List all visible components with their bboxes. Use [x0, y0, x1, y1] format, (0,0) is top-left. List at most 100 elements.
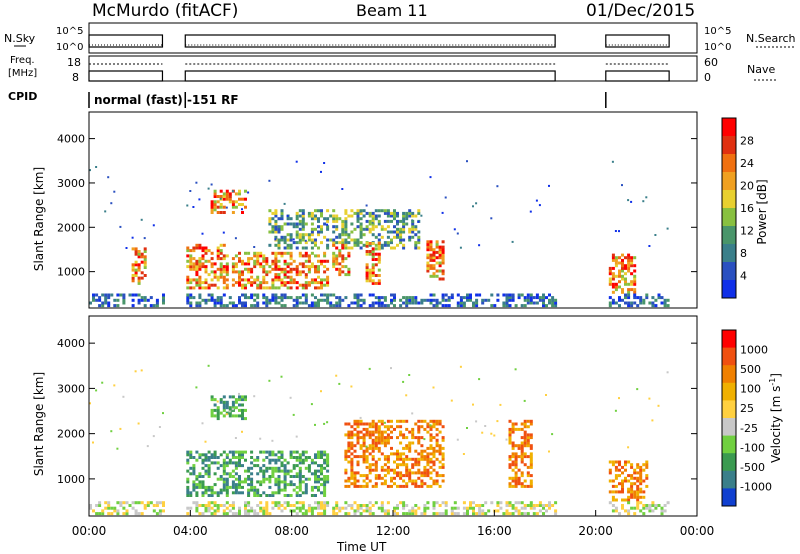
velocity-echo-cell [341, 506, 345, 510]
power-echo-cell [131, 236, 134, 239]
velocity-echo-cell [186, 491, 190, 495]
velocity-echo-cell [511, 422, 515, 426]
power-echo-cell [314, 209, 317, 213]
power-echo-cell [441, 245, 445, 249]
velocity-echo-cell [125, 512, 129, 516]
power-echo-cell [274, 267, 278, 271]
velocity-echo-cell [332, 509, 336, 513]
velocity-echo-cell [234, 477, 238, 481]
velocity-echo-cell [402, 419, 406, 423]
velocity-echo-cell [386, 501, 390, 505]
power-echo-cell [189, 281, 193, 285]
velocity-echo-cell [149, 501, 153, 505]
velocity-echo-cell [548, 501, 551, 505]
velocity-echo-cell [529, 474, 533, 478]
power-echo-cell [280, 298, 284, 302]
velocity-echo-cell [241, 430, 243, 433]
velocity-echo-cell [317, 477, 320, 481]
power-echo-cell [426, 240, 430, 244]
velocity-echo-cell [630, 506, 634, 510]
power-echo-cell [624, 280, 627, 284]
velocity-echo-cell [520, 422, 524, 426]
power-echo-cell [627, 261, 631, 265]
velocity-echo-cell [648, 509, 652, 513]
velocity-echo-cell [642, 512, 646, 516]
velocity-colorbar-label: Velocity [m s-1] [768, 373, 783, 463]
velocity-echo-cell [213, 483, 217, 487]
velocity-echo-cell [186, 485, 190, 489]
nsearch-tick-top: 10^5 [704, 26, 731, 37]
velocity-echo-cell [219, 504, 223, 507]
velocity-echo-cell [198, 480, 202, 484]
velocity-echo-cell [271, 439, 274, 442]
velocity-echo-cell [101, 381, 104, 384]
velocity-echo-cell [399, 452, 403, 456]
velocity-echo-cell [648, 397, 651, 400]
power-echo-cell [411, 222, 415, 226]
power-echo-cell [113, 190, 116, 193]
velocity-echo-cell [231, 485, 235, 489]
velocity-echo-cell [219, 475, 223, 478]
velocity-echo-cell [186, 453, 190, 457]
power-echo-cell [456, 304, 460, 308]
velocity-echo-cell [633, 468, 637, 472]
power-echo-cell [444, 298, 448, 302]
power-echo-cell [250, 281, 254, 285]
power-echo-cell [286, 246, 290, 250]
power-echo-cell [152, 224, 155, 227]
velocity-echo-cell [228, 458, 232, 462]
velocity-echo-cell [292, 504, 296, 507]
power-echo-cell [204, 278, 208, 282]
power-echo-cell [304, 254, 308, 258]
velocity-echo-cell [280, 488, 284, 492]
power-echo-cell [523, 304, 527, 308]
velocity-echo-cell [520, 484, 524, 488]
velocity-echo-cell [213, 398, 217, 402]
velocity-echo-cell [438, 484, 442, 488]
power-echo-cell [326, 227, 330, 231]
power-echo-cell [268, 298, 272, 302]
power-echo-cell [371, 255, 375, 259]
power-echo-cell [210, 203, 214, 206]
power-echo-cell [231, 203, 235, 206]
velocity-echo-cell [262, 477, 266, 481]
velocity-echo-cell [432, 425, 436, 429]
power-echo-cell [162, 296, 165, 300]
power-echo-cell [204, 281, 208, 285]
velocity-echo-cell [274, 477, 278, 481]
velocity-echo-cell [186, 480, 190, 484]
velocity-echo-cell [365, 482, 369, 486]
power-echo-cell [198, 257, 202, 261]
power-echo-cell [614, 274, 618, 278]
power-echo-cell [274, 209, 278, 213]
power-echo-cell [435, 261, 439, 265]
velocity-echo-cell [289, 480, 293, 484]
power-echo-cell [301, 246, 305, 250]
velocity-echo-cell [362, 474, 366, 478]
power-echo-cell [320, 286, 323, 290]
power-echo-cell [320, 278, 323, 282]
velocity-echo-cell [423, 504, 427, 507]
power-echo-cell [459, 298, 463, 302]
velocity-echo-cell [362, 441, 366, 445]
velocity-echo-cell [478, 509, 482, 513]
power-echo-cell [104, 293, 108, 297]
power-echo-cell [301, 214, 305, 218]
velocity-echo-cell [368, 465, 372, 469]
velocity-echo-cell [511, 468, 515, 472]
velocity-echo-cell [244, 504, 247, 507]
power-echo-cell [390, 238, 393, 242]
power-echo-cell [645, 293, 649, 297]
power-echo-cell [204, 246, 208, 250]
velocity-echo-cell [627, 512, 631, 516]
velocity-echo-cell [511, 446, 515, 450]
power-echo-cell [274, 238, 277, 241]
power-echo-cell [216, 301, 220, 305]
power-echo-cell [295, 265, 299, 269]
velocity-echo-cell [116, 509, 120, 513]
velocity-echo-cell [320, 466, 323, 470]
velocity-echo-cell [508, 436, 512, 440]
power-echo-cell [481, 301, 485, 305]
power-echo-cell [262, 257, 266, 261]
velocity-echo-cell [207, 506, 211, 510]
